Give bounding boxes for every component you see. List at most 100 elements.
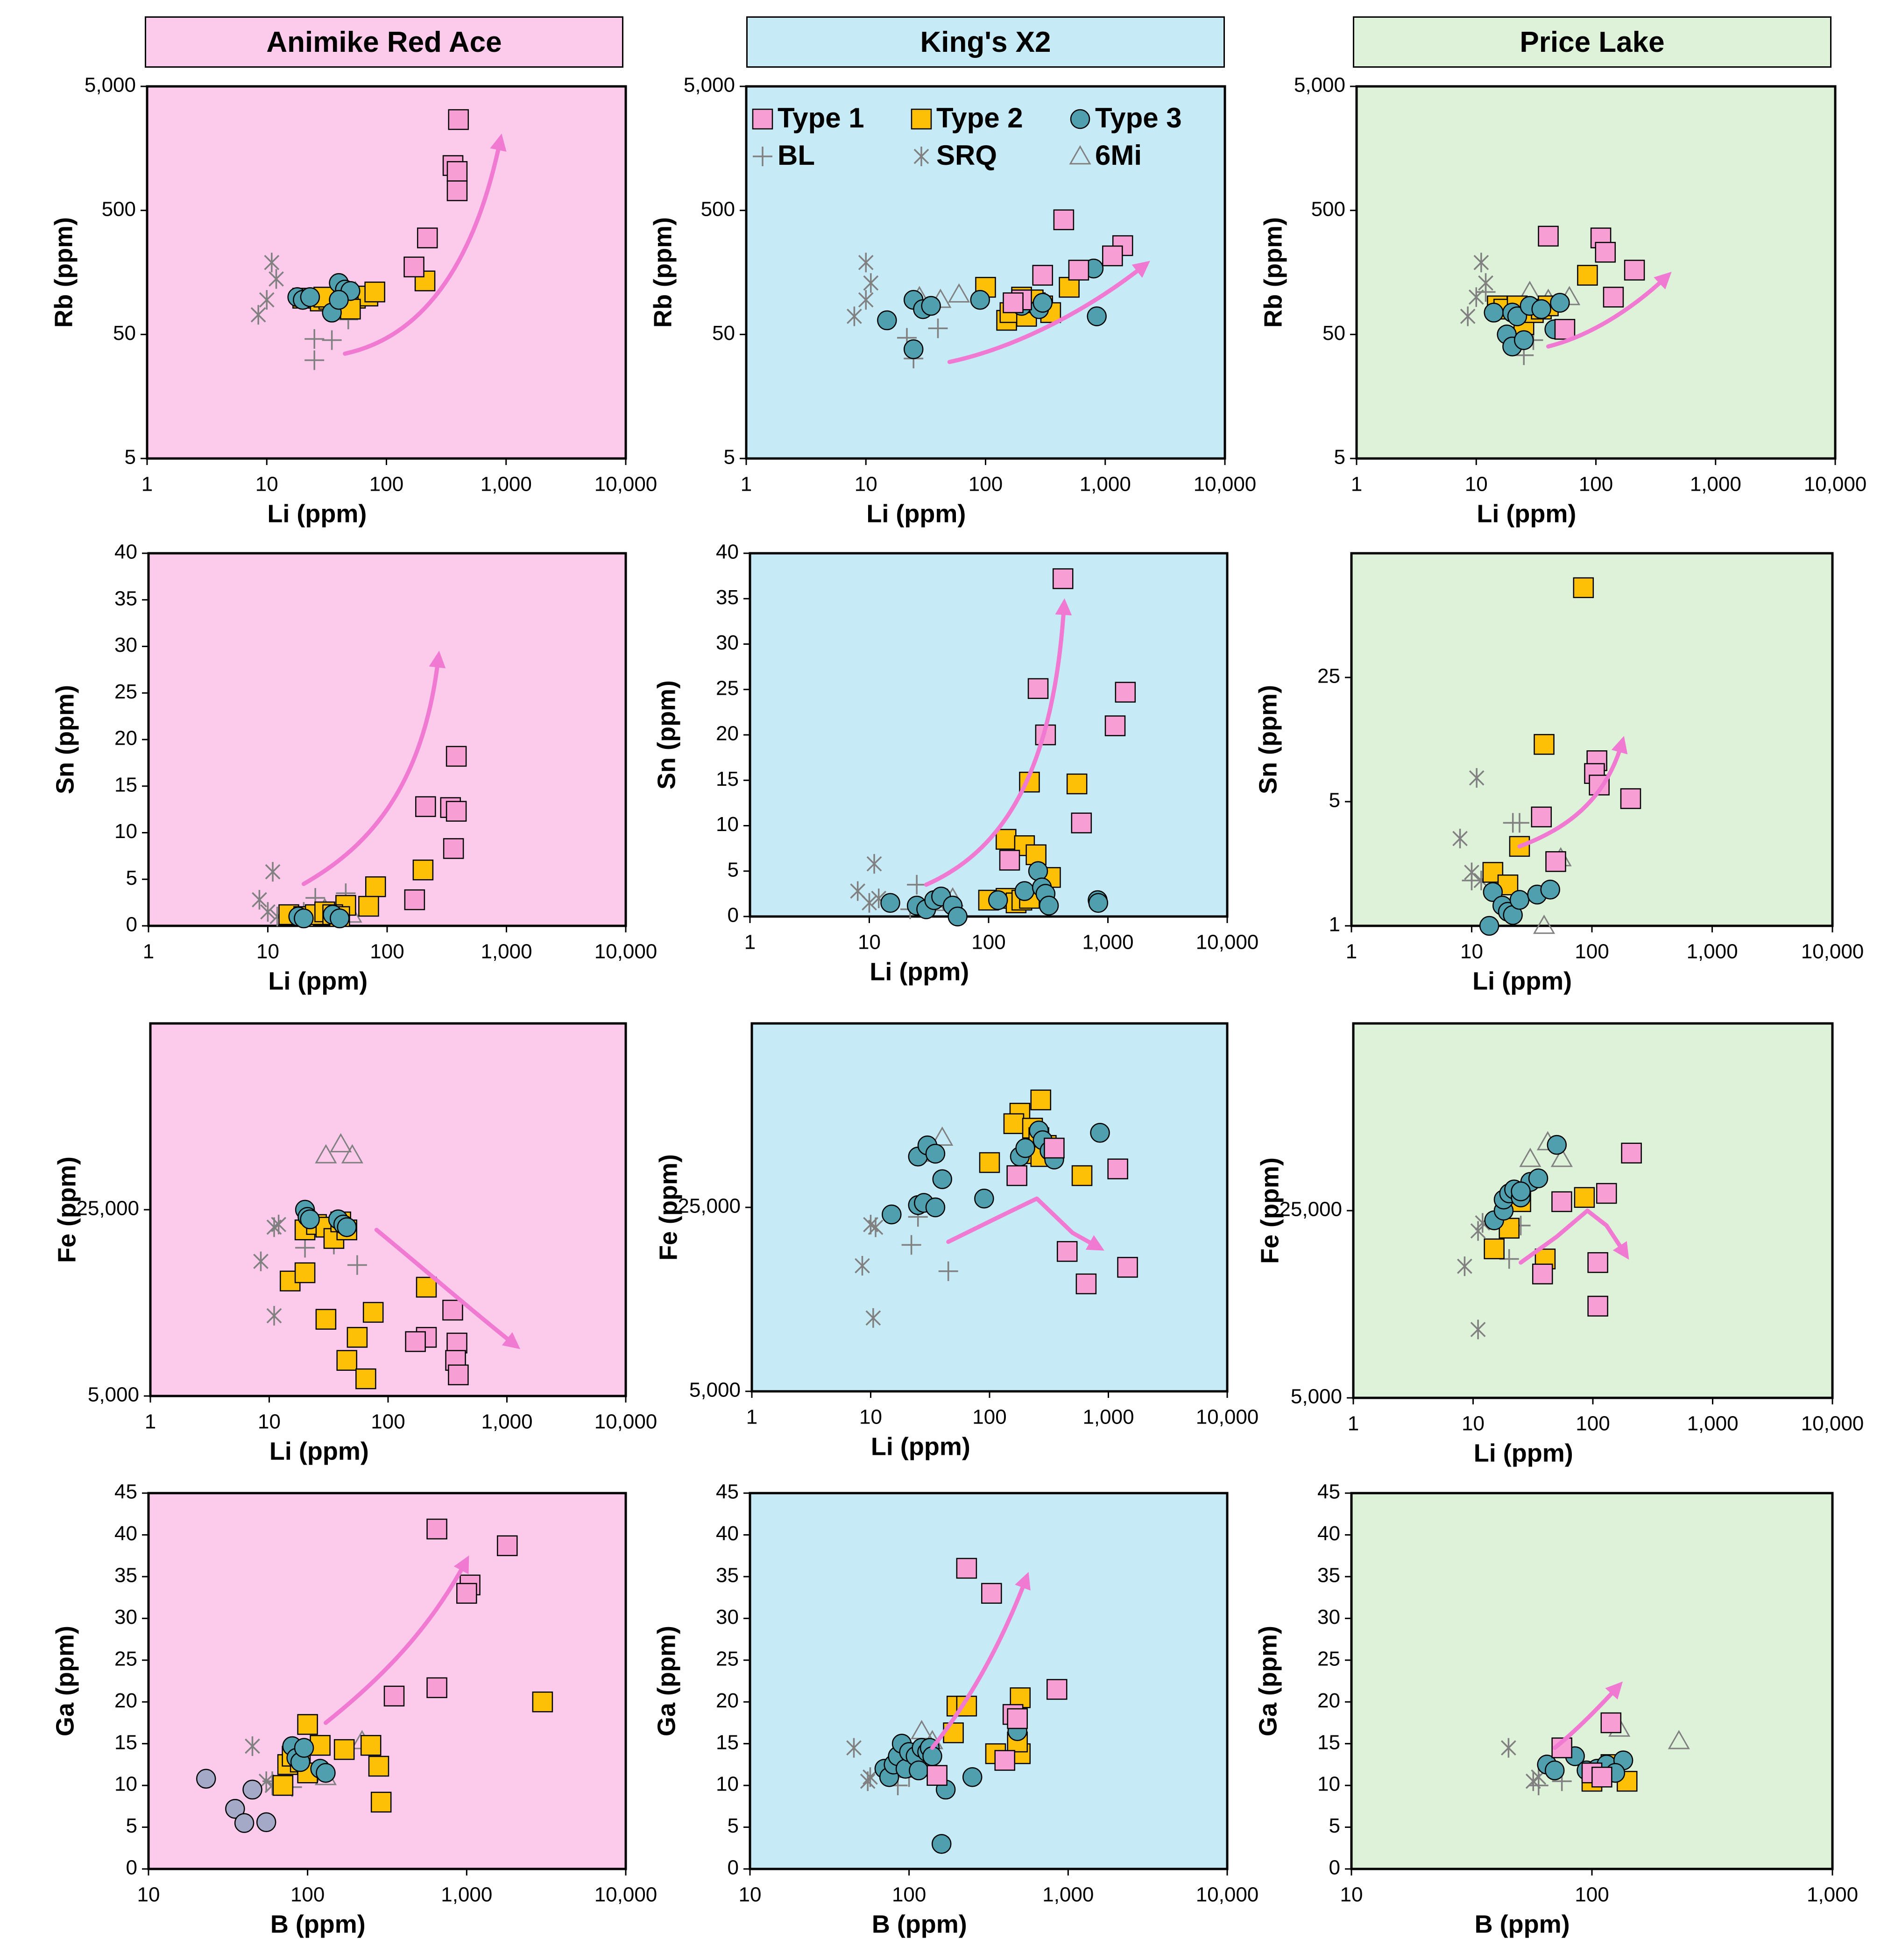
x-tick-label: 100 [290,1883,325,1906]
data-point-6mi [330,1133,352,1153]
data-point-type-3 [932,1169,952,1189]
x-axis-label: Li (ppm) [870,958,969,986]
panel-price-lake-fe-ppm-vs-li-ppm: 1 10 100 1,000 10,000 5,000 25,000 Li (ppm) Fe (… [1256,1022,1864,1467]
x-tick-label: 10 [256,940,279,963]
legend-item-srq: SRQ [913,140,997,171]
y-tick-label: 500 [102,197,136,220]
data-point-srq [863,273,879,293]
data-point-type-2 [1534,734,1555,755]
x-axis-label: Li (ppm) [1477,500,1576,528]
data-point-type-1 [445,746,467,767]
x-axis-label: Li (ppm) [866,500,966,528]
data-point-type-1 [1117,1257,1138,1278]
data-point-srq [865,1308,881,1328]
y-tick-label: 5 [1329,1814,1340,1837]
x-tick-label: 1,000 [481,473,532,496]
legend: Type 1 Type 2 Type 3 BL SRQ 6Mi [752,102,1182,171]
x-tick-label: 100 [1576,1412,1610,1435]
data-point-type-2 [358,895,379,917]
data-point-type-1 [415,796,436,817]
series-srq [253,1214,287,1326]
data-point-type-3 [921,296,941,316]
data-point-type-1 [1068,260,1089,281]
y-tick-label: 500 [701,197,735,220]
data-point-type-1 [426,1518,447,1540]
data-point-type-1 [1032,265,1054,286]
data-point-type-3 [903,339,924,360]
series-type-3 [1484,1135,1567,1231]
y-axis-label: Fe (ppm) [53,1156,81,1263]
data-point-type-3 [948,906,968,927]
series-srq [1452,768,1489,890]
series-bl [901,1207,958,1281]
x-tick-label: 10,000 [594,1410,658,1433]
series-srq [846,1738,878,1791]
data-point-type-1 [456,1583,477,1604]
y-tick-label: 0 [728,1856,739,1879]
data-point-type-2 [1059,277,1080,298]
data-point-type-1 [1587,1296,1608,1317]
x-tick-label: 10 [859,1406,882,1429]
legend-marker-6mi [1069,145,1091,165]
data-point-type-1 [445,801,467,822]
x-tick-label: 100 [1579,473,1613,496]
panel-animike-red-ace-fe-ppm-vs-li-ppm: 1 10 100 1,000 10,000 5,000 25,000 Li (ppm) Fe (… [53,1022,658,1465]
plot-area [1350,1492,1834,1870]
legend-item-6mi: 6Mi [1069,140,1142,171]
data-point-type-2 [979,1152,1000,1173]
data-point-type-2 [362,1302,384,1323]
data-point-type-1 [1532,1263,1553,1284]
y-tick-label: 35 [716,1564,739,1587]
legend-label: Type 1 [778,102,864,134]
data-point-bl [1509,813,1529,833]
data-point-type-1 [1531,806,1552,828]
panel-king-s-x2-sn-ppm-vs-li-ppm: 1 10 100 1,000 10,000 0 5 10 15 20 25 30 35 40 Li (ppm… [652,541,1259,986]
x-tick-label: 10,000 [594,473,658,496]
data-point-6mi [948,283,970,303]
data-point-type-3 [880,893,900,913]
data-point-type-1 [426,1677,447,1699]
data-point-type-1 [1102,245,1123,267]
y-tick-label: 5,000 [85,74,136,97]
x-tick-label: 1 [741,473,752,496]
data-point-type-3 [1550,293,1570,313]
data-point-type-1 [1595,242,1616,263]
data-point-srq [1452,829,1468,849]
legend-item-bl: BL [753,140,815,171]
data-point-type-3 [1090,1123,1110,1143]
data-point-type-2 [1071,1165,1093,1186]
data-point-type-1 [1600,1712,1622,1734]
trend-arrow [947,261,1150,364]
column-header-price-lake: Price Lake [1353,16,1831,68]
y-tick-label: 50 [712,322,735,345]
data-point-type-3-grey-blue [242,1779,262,1800]
data-point-type-2 [532,1691,553,1713]
plot-area [750,1022,1229,1393]
data-point-type-1 [1620,788,1641,809]
legend-label: Type 2 [936,102,1023,134]
y-tick-label: 50 [113,322,136,345]
x-tick-label: 100 [1575,1883,1609,1906]
y-tick-label: 35 [114,587,137,610]
y-tick-label: 5 [1334,446,1345,469]
panel-animike-red-ace-sn-ppm-vs-li-ppm: 1 10 100 1,000 10,000 0 5 10 15 20 25 30 35 40 Li (ppm… [51,541,657,995]
y-tick-label: 40 [114,541,137,564]
data-point-srq [253,1251,269,1271]
data-point-type-1 [1115,682,1136,703]
x-tick-label: 10,000 [1196,1883,1259,1906]
y-axis-label: Ga (ppm) [652,1626,680,1736]
x-tick-label: 1 [1348,1412,1359,1435]
data-point-type-1 [446,180,468,201]
data-point-srq [1464,862,1479,882]
x-tick-label: 100 [370,940,404,963]
data-point-type-2 [368,1756,389,1777]
x-tick-label: 1,000 [441,1883,492,1906]
data-point-type-1 [1047,1679,1068,1700]
series-type-1 [1003,209,1133,313]
legend-marker-bl [753,147,772,166]
y-tick-label: 15 [1317,1731,1340,1754]
series-type-1 [926,1558,1068,1786]
x-axis-label: Li (ppm) [1472,967,1572,995]
data-point-type-1 [1545,851,1566,872]
data-point-type-1 [981,1583,1002,1604]
